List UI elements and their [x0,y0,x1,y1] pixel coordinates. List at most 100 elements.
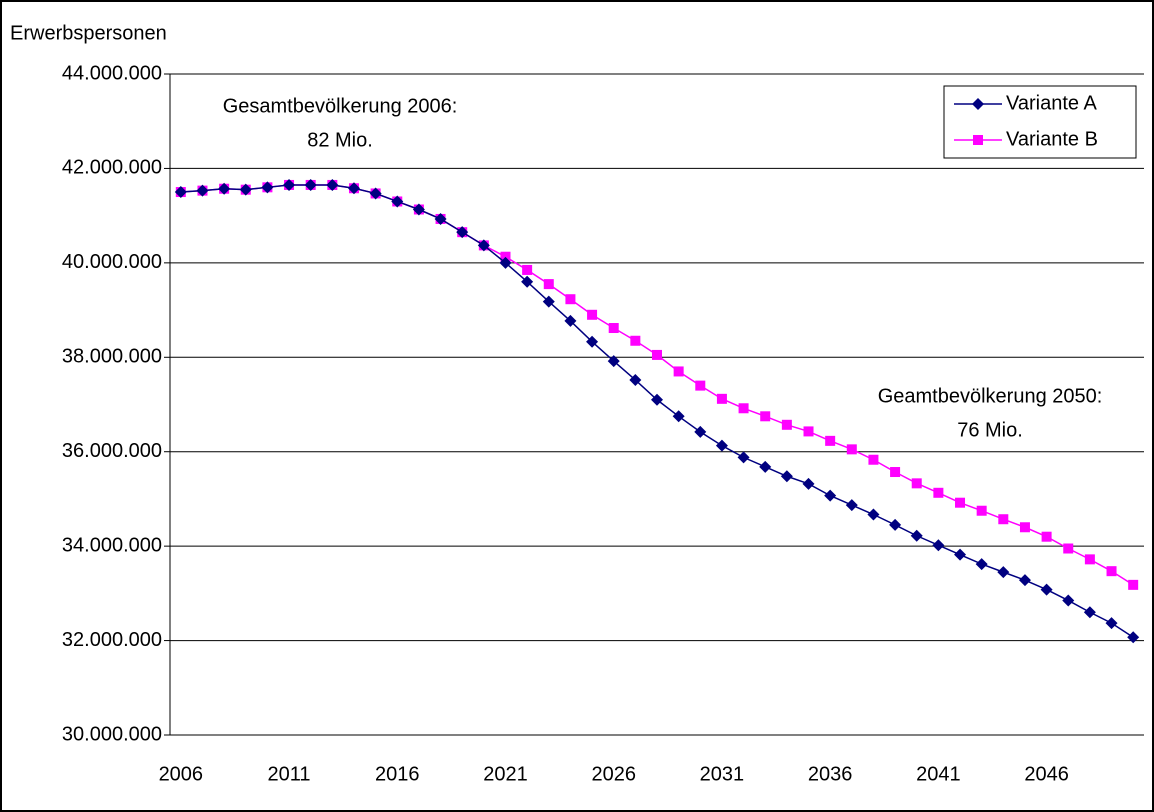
data-point [911,478,922,489]
x-tick-label: 2016 [375,763,420,785]
x-tick-label: 2026 [591,763,636,785]
x-tick-label: 2046 [1024,763,1069,785]
data-point [997,566,1010,579]
x-tick-label: 2006 [159,763,204,785]
x-tick-label: 2041 [916,763,961,785]
y-tick-label: 36.000.000 [62,440,162,462]
data-point [218,182,231,195]
data-point [825,435,836,446]
data-point [587,309,598,320]
legend-marker [972,98,984,110]
data-point [889,518,902,531]
data-point [780,470,793,483]
y-tick-label: 34.000.000 [62,534,162,556]
data-point [715,439,728,452]
data-point [932,539,945,552]
data-point [521,275,534,288]
data-point [174,186,187,199]
data-point [824,489,837,502]
x-tick-label: 2036 [808,763,853,785]
data-point [738,403,749,414]
y-tick-label: 40.000.000 [62,251,162,273]
data-point [933,487,944,498]
data-point [565,294,576,305]
data-point [1019,522,1030,533]
data-point [412,203,425,216]
data-point [369,187,382,200]
data-point [867,508,880,521]
data-point [543,279,554,290]
x-tick-label: 2031 [700,763,745,785]
data-point [802,477,815,490]
x-tick-label: 2021 [483,763,528,785]
data-point [759,460,772,473]
data-point [304,178,317,191]
data-point [1084,554,1095,565]
data-point [694,425,707,438]
data-point [261,181,274,194]
data-point [1062,594,1075,607]
data-point [456,226,469,239]
legend-box [943,85,1137,159]
data-point [477,239,490,252]
data-point [716,393,727,404]
data-point [1018,574,1031,587]
data-point [673,366,684,377]
y-tick-label: 42.000.000 [62,157,162,179]
annotation: Gesamtbevölkerung 2006: [223,95,458,117]
data-point [1128,579,1139,590]
data-point [1041,531,1052,542]
data-point [1127,631,1140,644]
data-point [1083,606,1096,619]
x-tick-label: 2011 [268,763,311,785]
data-point [347,182,360,195]
data-point [542,295,555,308]
data-point [239,183,252,196]
data-point [672,410,685,423]
data-point [522,264,533,275]
data-point [607,355,620,368]
data-point [434,212,447,225]
data-point [196,184,209,197]
y-tick-label: 32.000.000 [62,629,162,651]
data-point [737,451,750,464]
legend-label: Variante B [1006,128,1098,150]
y-axis-title: Erwerbspersonen [10,22,167,44]
data-point [651,393,663,406]
data-point [586,335,599,348]
data-point [998,514,1009,525]
data-point [760,411,771,422]
data-point [564,314,577,327]
data-point [283,178,296,191]
data-point [975,558,988,571]
data-point [652,349,662,360]
data-point [976,505,987,516]
y-tick-label: 30.000.000 [62,723,162,745]
data-point [910,529,923,542]
data-point [781,419,792,430]
data-point [608,323,619,334]
y-tick-label: 38.000.000 [62,346,162,368]
legend-label: Variante A [1006,92,1097,114]
data-point [630,335,641,346]
y-tick-label: 44.000.000 [62,62,162,84]
data-point [391,195,404,208]
data-point [1040,583,1053,596]
annotation: Geamtbevölkerung 2050: [878,385,1103,407]
data-point [1105,617,1118,630]
data-point [845,499,858,512]
data-point [868,454,879,465]
data-point [803,426,814,437]
data-point [500,251,511,262]
data-point [890,467,901,478]
data-point [629,373,642,386]
data-point [846,444,857,455]
annotation: 76 Mio. [957,419,1023,441]
data-point [1106,566,1117,577]
data-point [955,497,966,508]
data-point [326,178,339,191]
annotation: 82 Mio. [307,129,373,151]
data-point [695,380,706,391]
